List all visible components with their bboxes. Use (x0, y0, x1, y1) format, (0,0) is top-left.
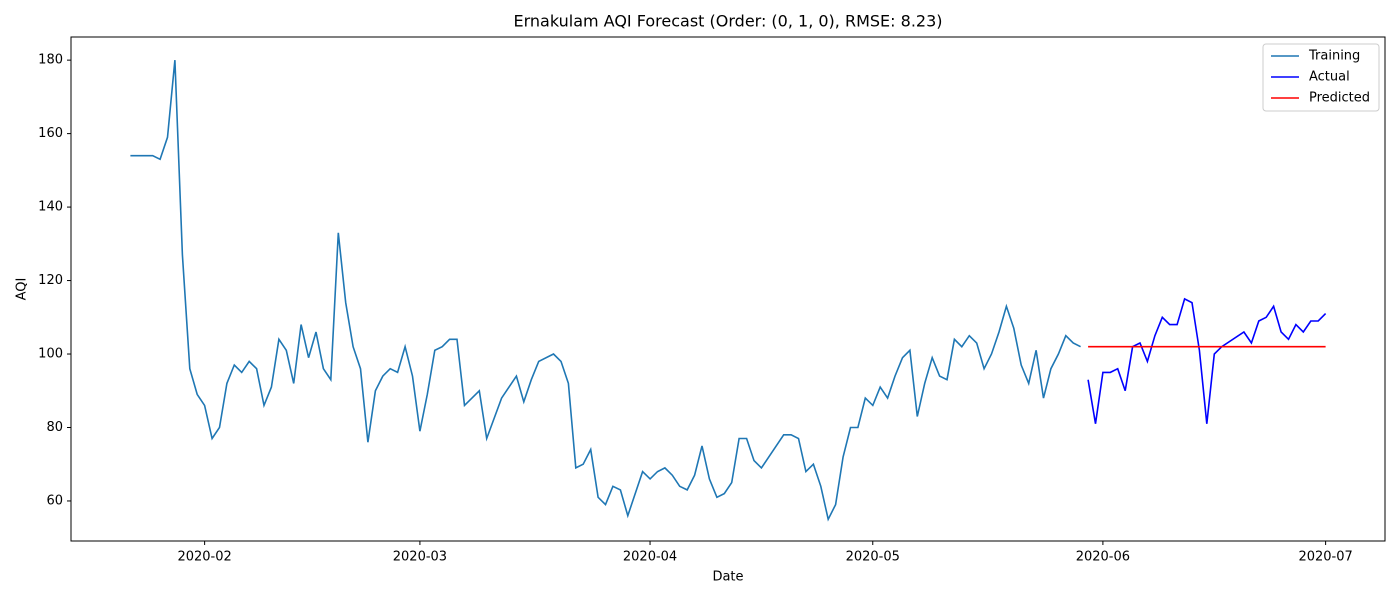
x-tick-label: 2020-03 (393, 550, 447, 565)
data-line (130, 60, 1081, 522)
chart-title: Ernakulam AQI Forecast (Order: (0, 1, 0)… (513, 12, 942, 31)
legend-label: Predicted (1309, 91, 1370, 106)
y-tick-label: 120 (38, 273, 63, 288)
x-tick-label: 2020-04 (623, 550, 677, 565)
plot-area (130, 60, 1327, 522)
x-tick-label: 2020-07 (1298, 550, 1352, 565)
legend-label: Actual (1309, 70, 1350, 85)
x-tick-label: 2020-02 (177, 550, 231, 565)
y-tick-label: 160 (38, 126, 63, 141)
y-tick-label: 80 (46, 420, 63, 435)
legend-box (1262, 43, 1380, 112)
x-tick-label: 2020-05 (846, 550, 900, 565)
y-axis-label: AQI (15, 278, 30, 301)
y-tick-label: 140 (38, 200, 63, 215)
x-axis-label: Date (712, 570, 743, 585)
axes-frame (70, 36, 1386, 542)
y-tick-label: 60 (46, 493, 63, 508)
data-line (1087, 297, 1327, 424)
y-tick-label: 100 (38, 347, 63, 362)
legend-label: Training (1308, 49, 1360, 64)
x-tick-label: 2020-06 (1076, 550, 1130, 565)
y-tick-label: 180 (38, 53, 63, 68)
